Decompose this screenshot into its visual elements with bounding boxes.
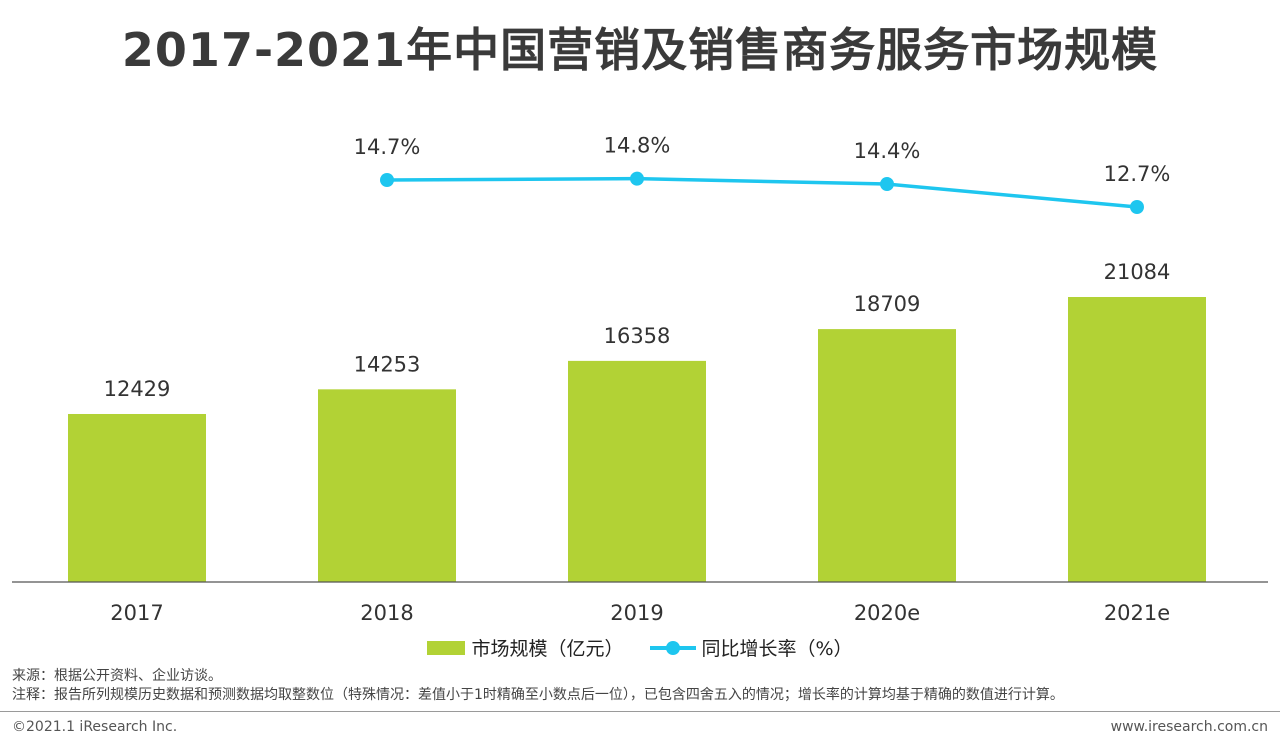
x-tick-label-2018: 2018 [360,601,413,625]
bar-2019 [568,360,706,582]
legend-item-bar: 市场规模（亿元） [427,634,623,661]
bar-2021e [1068,297,1206,582]
growth-rate-line [386,176,1138,209]
legend: 市场规模（亿元） 同比增长率（%） [0,634,1280,661]
website-link[interactable]: www.iresearch.com.cn [1110,719,1268,735]
chart-area: 12429 14253 16358 18709 21084 2017 2018 2019 20… [12,134,1268,625]
bar-2018 [318,389,456,582]
growth-rate-point-2021e [1130,200,1144,214]
legend-line-label: 同比增长率（%） [701,638,853,660]
x-tick-label-2021e: 2021e [1104,601,1170,625]
bar-value-label-2021e: 21084 [1104,260,1171,284]
bar-2017 [68,413,206,582]
bar-value-label-2018: 14253 [354,352,421,376]
growth-rate-label-2021e: 12.7% [1104,162,1171,186]
growth-rate-point-2018 [380,173,394,187]
bar-value-label-2019: 16358 [604,324,671,348]
growth-rate-point-2019 [630,171,644,186]
bar-value-label-2017: 12429 [104,377,171,401]
chart-title: 2017-2021年中国营销及销售商务服务市场规模 [121,23,1159,77]
source-note: 来源：根据公开资料、企业访谈。 [12,668,222,684]
growth-rate-point-2020e [880,177,894,192]
legend-item-line: 同比增长率（%） [649,634,853,661]
annotation-note: 注释：报告所列规模历史数据和预测数据均取整数位（特殊情况：差值小于1时精确至小数… [12,687,1064,703]
bar-value-label-2020e: 18709 [854,292,921,316]
copyright-text: ©2021.1 iResearch Inc. [12,719,178,735]
growth-rate-label-2020e: 14.4% [854,139,921,163]
x-tick-label-2019: 2019 [610,601,663,625]
footnotes: 来源：根据公开资料、企业访谈。 注释：报告所列规模历史数据和预测数据均取整数位（… [12,667,1064,705]
growth-rate-label-2019: 14.8% [604,134,671,158]
legend-line-swatch [649,640,696,655]
growth-rate-label-2018: 14.7% [354,135,421,159]
x-tick-label-2017: 2017 [110,601,163,625]
footer-divider [0,711,1280,712]
bar-2020e [818,329,956,582]
x-tick-label-2020e: 2020e [854,601,920,625]
legend-bar-swatch [427,640,466,655]
legend-bar-label: 市场规模（亿元） [471,638,624,660]
